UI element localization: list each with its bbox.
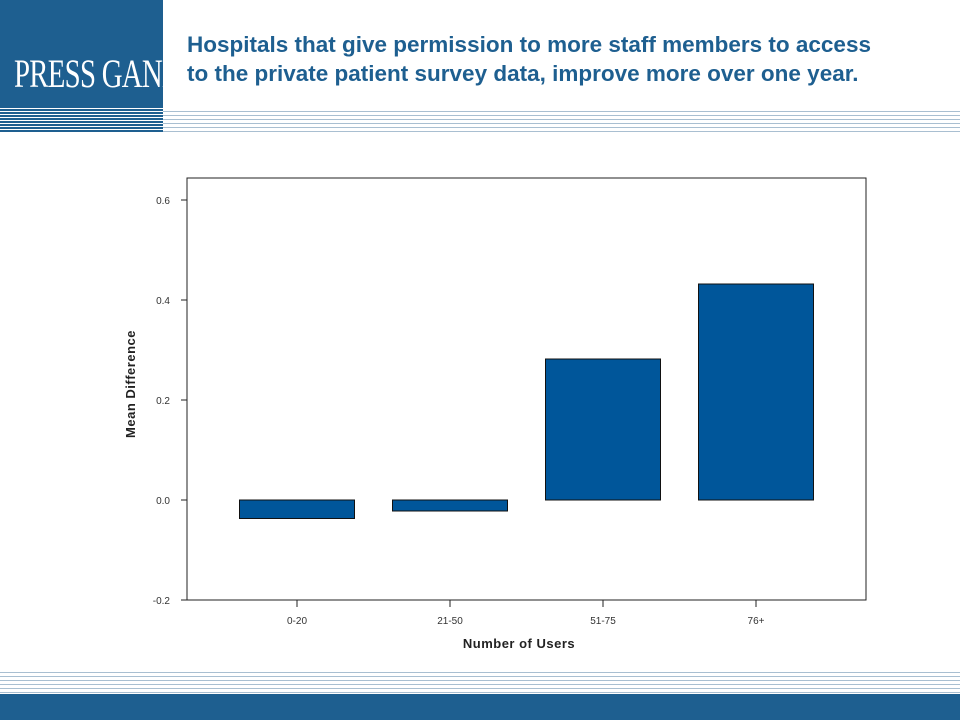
x-axis-title: Number of Users (463, 636, 575, 651)
x-tick-label: 0-20 (287, 616, 307, 627)
y-tick-label: 0.0 (156, 496, 170, 507)
bar-0-20 (239, 499, 355, 519)
y-tick-label: -0.2 (153, 596, 171, 607)
bar-51-75 (545, 358, 661, 501)
bar-21-50 (392, 499, 508, 512)
footer-rule (0, 672, 960, 694)
x-tick-label: 51-75 (590, 616, 616, 627)
x-tick-label: 76+ (748, 616, 765, 627)
y-tick-label: 0.6 (156, 196, 170, 207)
plot-frame (186, 177, 867, 601)
press-ganey-logo: PRESS GANEY (0, 0, 200, 133)
y-tick-label: 0.2 (156, 396, 170, 407)
logo-wordmark: PRESS GANEY (14, 51, 200, 96)
y-tick-label: 0.4 (156, 296, 170, 307)
x-tick-label: 21-50 (437, 616, 463, 627)
y-axis: -0.2 0.0 0.2 0.4 0.6 (153, 196, 187, 607)
bar-76+ (698, 283, 814, 501)
slide-title: Hospitals that give permission to more s… (187, 32, 871, 86)
bars (239, 283, 814, 519)
x-axis: 0-20 21-50 51-75 76+ (287, 600, 765, 627)
y-axis-title: Mean Difference (123, 330, 138, 438)
logo-stripes (0, 108, 163, 133)
title-rule (163, 111, 960, 133)
footer-bar (0, 694, 960, 720)
